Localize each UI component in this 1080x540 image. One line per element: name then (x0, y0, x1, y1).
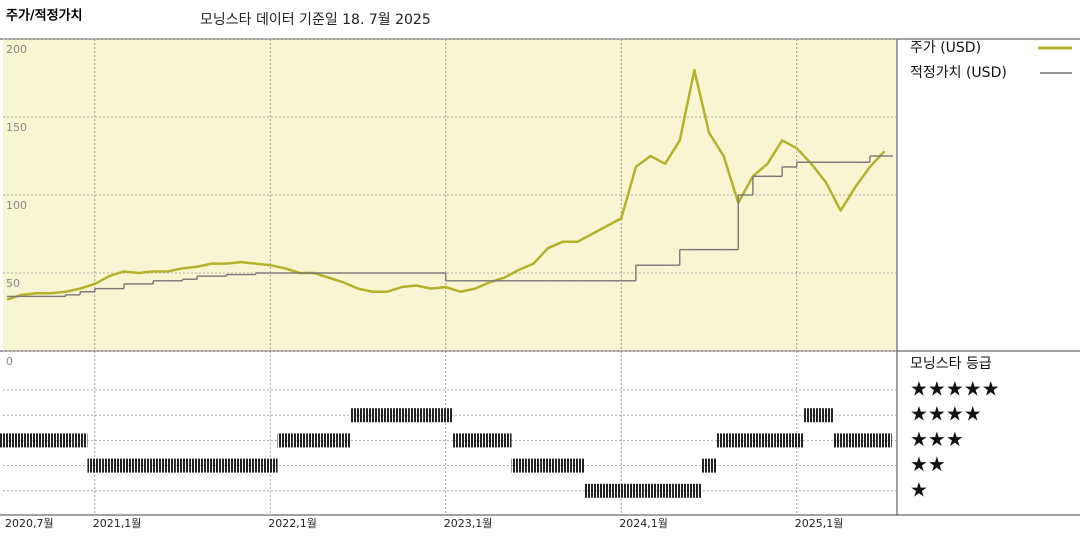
rating-bar (43, 433, 59, 448)
rating-bar (28, 433, 44, 448)
legend-label: 적정가치 (USD) (910, 65, 1007, 81)
rating-bar (160, 458, 176, 473)
rating-bar (774, 433, 790, 448)
rating-bar (72, 433, 88, 448)
rating-label: ★ (910, 477, 928, 501)
rating-bar (628, 483, 644, 498)
rating-bar (365, 408, 380, 423)
rating-bar (350, 408, 366, 423)
rating-bar (862, 433, 878, 448)
y-tick-label: 200 (6, 43, 27, 56)
rating-bar (789, 433, 805, 448)
chart-title: 주가/적정가치 (6, 8, 83, 24)
rating-bar (336, 433, 351, 448)
x-tick-label: 2021,1월 (93, 517, 142, 530)
rating-bar (701, 458, 717, 473)
rating-bar (716, 433, 731, 448)
rating-bar (262, 458, 278, 473)
y-tick-label: 100 (6, 199, 27, 212)
rating-bar (175, 458, 190, 473)
x-tick-label: 2022,1월 (268, 517, 317, 530)
rating-bar (818, 408, 834, 423)
x-tick-label: 2025,1월 (795, 517, 844, 530)
rating-bar (102, 458, 117, 473)
plot-background (3, 39, 897, 351)
x-tick-label: 2024,1월 (619, 517, 668, 530)
x-tick-label: 2023,1월 (444, 517, 493, 530)
rating-title: 모닝스타 등급 (910, 356, 992, 372)
rating-label: ★★★★ (910, 402, 982, 426)
y-tick-label: 50 (6, 277, 20, 290)
x-tick-label: 2020,7월 (5, 517, 54, 530)
rating-bar (555, 458, 571, 473)
rating-bar (453, 433, 468, 448)
rating-bar (643, 483, 658, 498)
rating-bar (116, 458, 132, 473)
rating-bar (204, 458, 220, 473)
rating-bar (87, 458, 103, 473)
rating-bar (321, 433, 337, 448)
rating-bar (131, 458, 146, 473)
rating-bar (482, 433, 497, 448)
rating-bar (248, 458, 263, 473)
rating-bar (657, 483, 673, 498)
rating-label: ★★★★★ (910, 377, 1000, 401)
rating-bar (730, 433, 746, 448)
rating-bar (219, 458, 234, 473)
rating-bar (145, 458, 161, 473)
y-tick-label: 0 (6, 355, 13, 368)
rating-bar (687, 483, 702, 498)
rating-bar (467, 433, 483, 448)
rating-bar (760, 433, 775, 448)
plot: 0 50 100 150 200 2020,7월 2021,1월 2022,1월 2023,1월… (0, 38, 1072, 530)
rating-bar (570, 458, 585, 473)
rating-bar (613, 483, 629, 498)
chart-subtitle: 모닝스타 데이터 기준일 18. 7월 2025 (200, 12, 431, 28)
rating-bar (233, 458, 249, 473)
rating-bar (292, 433, 307, 448)
rating-bar (599, 483, 614, 498)
rating-bar (496, 433, 512, 448)
rating-bar (847, 433, 863, 448)
rating-bar (306, 433, 322, 448)
rating-bar (189, 458, 205, 473)
rating-bar (438, 408, 454, 423)
rating-bar (511, 458, 527, 473)
rating-bar (379, 408, 395, 423)
y-tick-label: 150 (6, 121, 27, 134)
rating-bar (394, 408, 410, 423)
rating-label: ★★★ (910, 427, 964, 451)
legend-label: 주가 (USD) (910, 40, 981, 56)
rating-bar (877, 433, 892, 448)
rating-bar (672, 483, 688, 498)
rating-bar (58, 433, 73, 448)
rating-bar (277, 433, 293, 448)
rating-bar (745, 433, 761, 448)
rating-bar (0, 433, 15, 448)
rating-bar (423, 408, 439, 423)
rating-bar (540, 458, 556, 473)
rating-bar (584, 483, 600, 498)
rating-bar (14, 433, 29, 448)
rating-bar (526, 458, 541, 473)
rating-label: ★★ (910, 452, 946, 476)
rating-bar (804, 408, 819, 423)
rating-bar (833, 433, 848, 448)
rating-bar (409, 408, 424, 423)
